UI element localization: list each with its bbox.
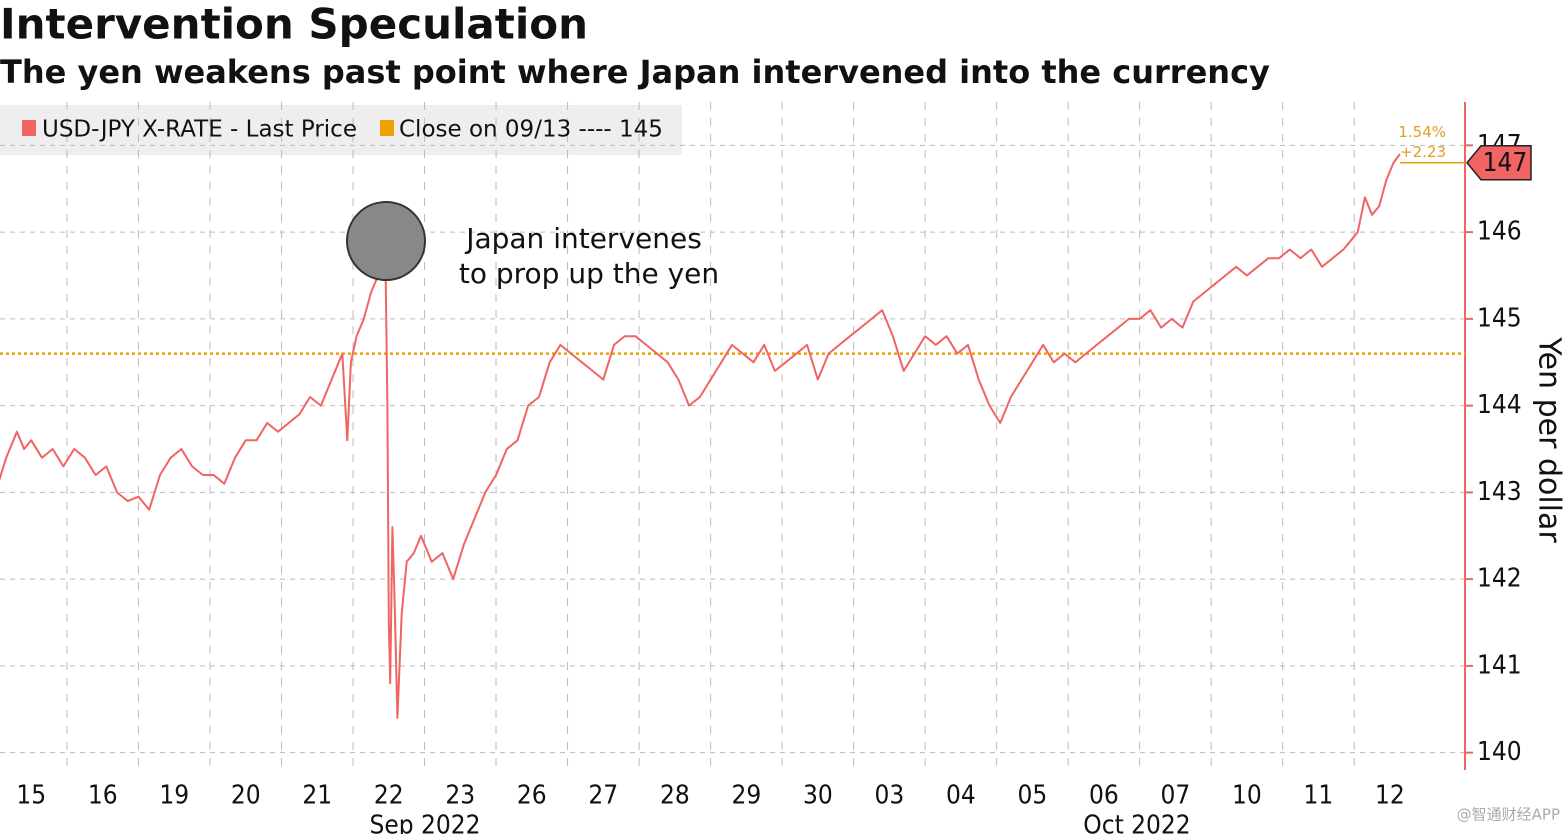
x-tick-label: 19 — [159, 781, 189, 811]
legend-label: USD-JPY X-RATE - Last Price — [42, 117, 357, 143]
change-value: +2.23 — [1400, 143, 1446, 161]
last-price-label: 147 — [1483, 148, 1528, 178]
x-tick-label: 15 — [16, 781, 46, 811]
annotation-circle — [346, 201, 426, 281]
x-tick-label: 26 — [517, 781, 547, 811]
price-line — [0, 153, 1401, 719]
x-tick-label: 06 — [1089, 781, 1119, 811]
y-tick-label: 145 — [1477, 303, 1522, 333]
annotation-text: to prop up the yen — [459, 257, 719, 290]
month-label: Sep 2022 — [369, 811, 480, 834]
y-tick-label: 143 — [1477, 477, 1522, 507]
watermark: @智通财经APP — [1457, 806, 1560, 824]
x-tick-label: 21 — [302, 781, 332, 811]
x-tick-label: 05 — [1017, 781, 1047, 811]
change-pct: 1.54% — [1398, 123, 1446, 141]
legend-swatch — [380, 120, 394, 136]
y-axis-label: Yen per dollar — [1532, 336, 1567, 543]
x-tick-label: 12 — [1375, 781, 1405, 811]
y-tick-label: 146 — [1477, 217, 1522, 247]
x-tick-label: 10 — [1232, 781, 1262, 811]
y-tick-label: 144 — [1477, 390, 1522, 420]
legend-label: Close on 09/13 ---- 145 — [399, 117, 663, 143]
y-tick-label: 141 — [1477, 650, 1522, 680]
x-tick-label: 23 — [445, 781, 475, 811]
x-tick-label: 30 — [803, 781, 833, 811]
x-tick-label: 29 — [731, 781, 761, 811]
x-tick-label: 07 — [1161, 781, 1191, 811]
chart-subtitle: The yen weakens past point where Japan i… — [0, 53, 1270, 91]
annotation-text: Japan intervenes — [464, 222, 702, 255]
x-tick-label: 16 — [88, 781, 118, 811]
month-label: Oct 2022 — [1083, 811, 1190, 834]
x-tick-label: 20 — [231, 781, 261, 811]
x-tick-label: 27 — [588, 781, 618, 811]
x-tick-label: 28 — [660, 781, 690, 811]
x-tick-label: 22 — [374, 781, 404, 811]
x-tick-label: 04 — [946, 781, 976, 811]
x-tick-label: 03 — [874, 781, 904, 811]
legend-swatch — [22, 120, 36, 136]
chart-title: Intervention Speculation — [0, 0, 588, 49]
y-tick-label: 142 — [1477, 564, 1522, 594]
legend-box — [0, 105, 682, 155]
last-price-tag — [1466, 144, 1532, 181]
y-tick-label: 140 — [1477, 737, 1522, 767]
x-tick-label: 11 — [1304, 781, 1334, 811]
